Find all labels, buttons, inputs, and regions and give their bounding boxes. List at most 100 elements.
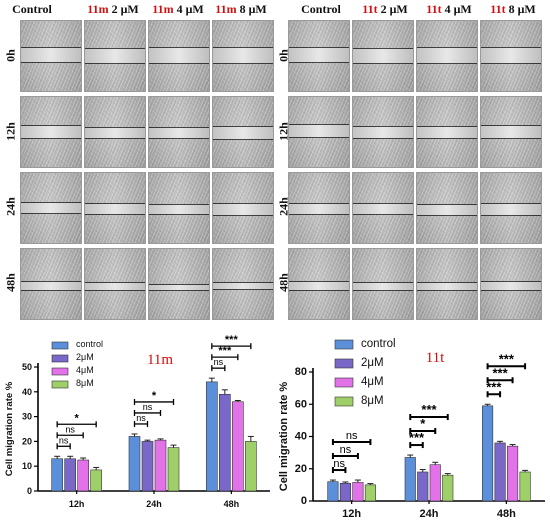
bar	[154, 439, 167, 492]
scratch-wound-gap	[353, 126, 413, 139]
bar	[128, 436, 141, 492]
scratch-wound-gap	[417, 47, 477, 64]
scratch-wound-gap	[21, 47, 81, 63]
bar	[494, 442, 506, 502]
y-axis-label: Cell migration rate %	[278, 382, 290, 492]
scratch-wound-gap	[213, 47, 273, 64]
significance-label: ***	[225, 334, 239, 346]
micrograph-tile	[352, 20, 414, 92]
scratch-wound-gap	[149, 127, 209, 139]
micrograph-tile	[352, 248, 414, 320]
scratch-wound-gap	[21, 202, 81, 214]
scratch-wound-gap	[85, 127, 145, 139]
bar	[232, 401, 244, 492]
tile-shading	[149, 173, 209, 243]
row-label-0h: 0h	[3, 49, 18, 62]
column-header-control: Control	[12, 2, 52, 16]
tile-shading	[85, 249, 145, 319]
tile-shading	[149, 249, 209, 319]
bar-chart-11t: 0 20 40 60 80 Cell migration rate % 12h 24h 48h n…	[278, 338, 545, 520]
micrograph-tile	[480, 96, 542, 168]
scratch-wound-gap	[481, 281, 541, 291]
micrograph-tile	[84, 20, 146, 92]
bar	[352, 482, 364, 502]
micrograph-tile	[84, 96, 146, 168]
bar	[442, 474, 454, 502]
bar	[417, 471, 429, 502]
tile-shading	[417, 249, 477, 319]
micrograph-tile	[416, 96, 478, 168]
micrograph-tile	[352, 172, 414, 244]
legend-label: 2μM	[76, 352, 94, 362]
column-header-control: Control	[301, 2, 341, 16]
bar	[482, 405, 494, 502]
y-tick-label: 10	[22, 461, 32, 471]
tile-shading	[289, 173, 349, 243]
micrograph-tile	[212, 96, 274, 168]
scratch-wound-gap	[85, 282, 145, 291]
micrograph-tile	[416, 248, 478, 320]
x-tick-label: 12h	[69, 499, 85, 509]
bar	[429, 464, 441, 502]
scratch-wound-gap	[149, 204, 209, 215]
tile-shading	[213, 21, 273, 91]
y-tick-label: 80	[295, 366, 307, 378]
bar	[507, 445, 519, 502]
bar	[519, 471, 531, 502]
significance-label: *	[75, 412, 80, 424]
micrograph-tile	[84, 172, 146, 244]
significance-label: ns	[65, 424, 75, 434]
y-tick-label: 0	[27, 486, 32, 496]
micrograph-tile	[288, 96, 350, 168]
micrograph-tile	[20, 96, 82, 168]
y-tick-label: 40	[22, 387, 32, 397]
scratch-wound-gap	[21, 281, 81, 291]
row-label-24h: 24h	[3, 197, 18, 216]
scratch-wound-gap	[417, 204, 477, 216]
legend-swatch	[51, 367, 69, 376]
tile-shading	[85, 21, 145, 91]
y-tick-label: 0	[301, 495, 307, 507]
x-tick-label: 24h	[420, 508, 439, 520]
scratch-wound-gap	[149, 284, 209, 291]
tile-shading	[353, 249, 413, 319]
tile-shading	[289, 21, 349, 91]
micrograph-tile	[480, 20, 542, 92]
scratch-wound-gap	[481, 125, 541, 139]
legend-label: control	[361, 338, 396, 350]
row-label-12h: 12h	[3, 122, 18, 141]
legend-label: 8μM	[76, 378, 94, 388]
micrograph-tile	[84, 248, 146, 320]
tile-shading	[481, 249, 541, 319]
bar	[64, 458, 76, 492]
scratch-wound-gap	[353, 48, 413, 64]
significance-label: ns	[214, 357, 224, 367]
chart-title: 11m	[147, 352, 173, 368]
scratch-wound-gap	[213, 203, 273, 216]
scratch-wound-gap	[353, 282, 413, 291]
scratch-wound-gap	[149, 47, 209, 64]
tile-shading	[213, 249, 273, 319]
significance-label: ns	[59, 435, 69, 445]
micrograph-tile	[212, 20, 274, 92]
x-tick-label: 12h	[342, 508, 361, 520]
bar	[404, 457, 416, 502]
micrograph-tile	[148, 248, 210, 320]
scratch-wound-gap	[289, 47, 349, 63]
column-header-11m-2uM: 11m 2 μM	[87, 2, 139, 16]
legend-label: 4μM	[361, 376, 384, 388]
legend-label: 8μM	[361, 395, 384, 407]
bar	[51, 458, 63, 492]
bar	[141, 441, 154, 492]
bar	[206, 381, 218, 492]
legend-swatch	[51, 354, 69, 363]
significance-label: ns	[143, 402, 153, 412]
significance-label: ***	[218, 345, 232, 357]
significance-label: ***	[492, 365, 508, 380]
tile-shading	[353, 97, 413, 167]
chart-title: 11t	[426, 350, 445, 366]
micrograph-tile	[288, 172, 350, 244]
scratch-wound-gap	[213, 282, 273, 290]
micrograph-tile	[288, 248, 350, 320]
tile-shading	[481, 173, 541, 243]
